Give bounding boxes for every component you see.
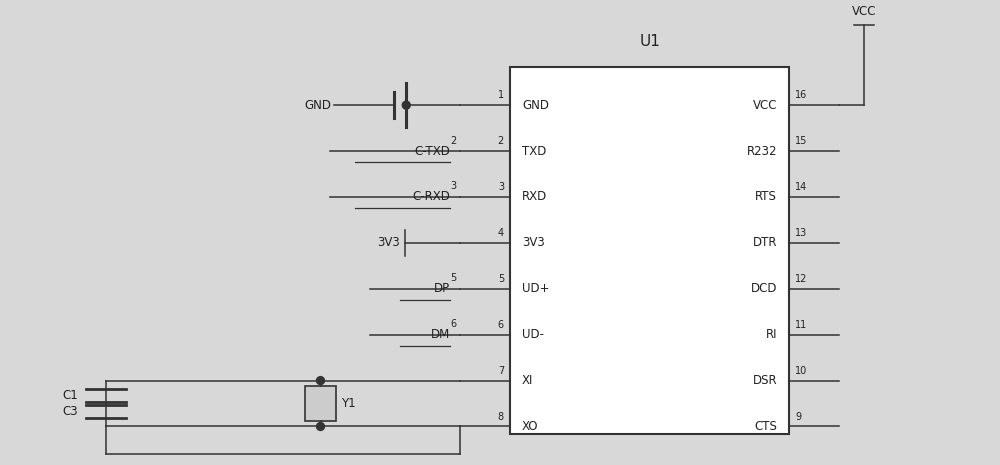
Circle shape bbox=[317, 423, 324, 431]
Text: R232: R232 bbox=[747, 145, 777, 158]
Text: 16: 16 bbox=[795, 90, 807, 100]
Text: UD-: UD- bbox=[522, 328, 544, 341]
Bar bbox=[305, 385, 336, 421]
Text: CTS: CTS bbox=[754, 420, 777, 433]
Text: 7: 7 bbox=[498, 365, 504, 376]
Text: 10: 10 bbox=[795, 365, 807, 376]
Text: XI: XI bbox=[522, 374, 533, 387]
Text: VCC: VCC bbox=[753, 99, 777, 112]
Text: Y1: Y1 bbox=[341, 397, 356, 410]
Text: RTS: RTS bbox=[755, 191, 777, 204]
Text: C3: C3 bbox=[63, 405, 78, 419]
Text: DP: DP bbox=[434, 282, 450, 295]
Text: VCC: VCC bbox=[852, 5, 876, 18]
Text: DCD: DCD bbox=[751, 282, 777, 295]
Text: 1: 1 bbox=[498, 90, 504, 100]
Text: XO: XO bbox=[522, 420, 538, 433]
Text: 12: 12 bbox=[795, 274, 808, 284]
Text: 3: 3 bbox=[498, 182, 504, 192]
Text: 2: 2 bbox=[498, 136, 504, 146]
Text: 14: 14 bbox=[795, 182, 807, 192]
Text: 5: 5 bbox=[450, 273, 456, 283]
Text: 6: 6 bbox=[498, 320, 504, 330]
Text: 4: 4 bbox=[498, 228, 504, 238]
Text: C1: C1 bbox=[62, 389, 78, 402]
Text: DSR: DSR bbox=[753, 374, 777, 387]
Text: TXD: TXD bbox=[522, 145, 546, 158]
Text: 3V3: 3V3 bbox=[378, 236, 400, 249]
Text: 11: 11 bbox=[795, 320, 807, 330]
Text: C-TXD: C-TXD bbox=[414, 145, 450, 158]
Circle shape bbox=[317, 377, 324, 385]
Text: 8: 8 bbox=[498, 412, 504, 422]
Text: 5: 5 bbox=[498, 274, 504, 284]
Text: 15: 15 bbox=[795, 136, 808, 146]
Text: RXD: RXD bbox=[522, 191, 547, 204]
Text: 3: 3 bbox=[450, 181, 456, 192]
Text: DM: DM bbox=[431, 328, 450, 341]
Text: 6: 6 bbox=[450, 319, 456, 329]
Text: 3V3: 3V3 bbox=[522, 236, 545, 249]
Bar bbox=[510, 66, 789, 434]
Circle shape bbox=[402, 101, 410, 109]
Text: DTR: DTR bbox=[753, 236, 777, 249]
Text: U1: U1 bbox=[639, 34, 660, 49]
Text: RI: RI bbox=[766, 328, 777, 341]
Text: GND: GND bbox=[522, 99, 549, 112]
Text: 9: 9 bbox=[795, 412, 801, 422]
Text: 2: 2 bbox=[450, 136, 456, 146]
Text: C-RXD: C-RXD bbox=[412, 191, 450, 204]
Text: 13: 13 bbox=[795, 228, 807, 238]
Text: UD+: UD+ bbox=[522, 282, 549, 295]
Text: GND: GND bbox=[304, 99, 331, 112]
